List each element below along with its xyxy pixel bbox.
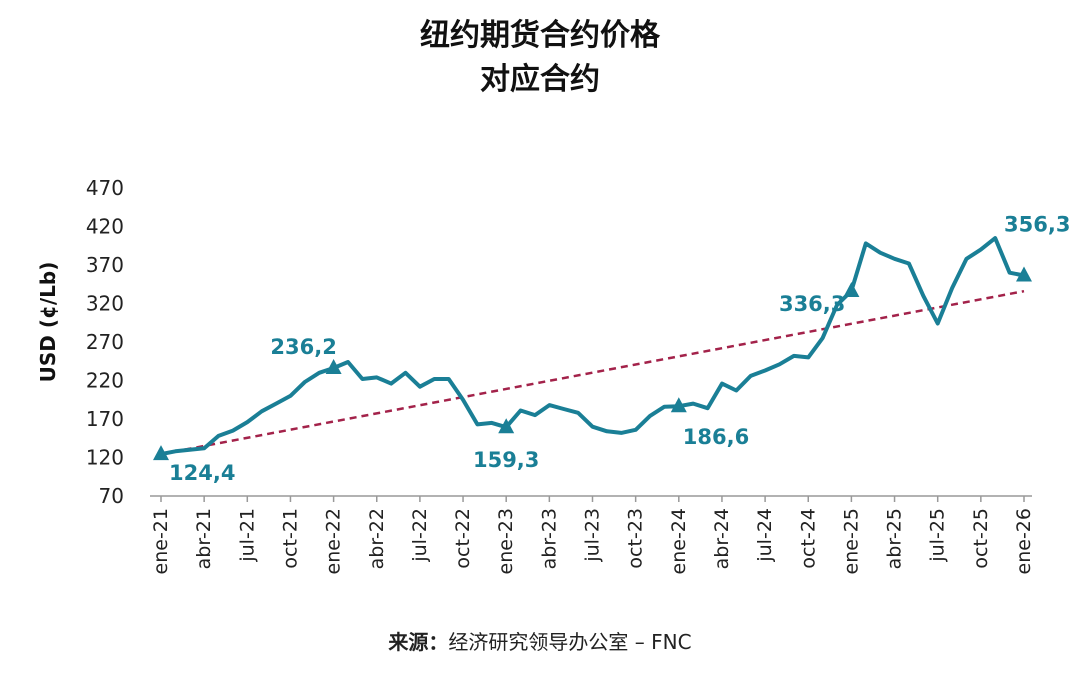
y-tick-label: 220 (86, 369, 124, 393)
triangle-marker (843, 281, 860, 297)
y-axis-ticks: 470 420 370 320 270 220 170 120 70 (86, 176, 124, 508)
price-series-line (159, 236, 1026, 457)
source-text: 经济研究领导办公室 – FNC (448, 630, 692, 654)
triangle-marker (325, 359, 342, 375)
data-label: 356,3 (1004, 213, 1070, 237)
triangle-marker (498, 418, 515, 434)
x-tick-label: abr-24 (711, 508, 733, 569)
source-label: 来源： (388, 630, 449, 654)
x-tick-label: jul-25 (927, 508, 949, 563)
data-label: 124,4 (169, 461, 235, 485)
chart-title-line2: 对应合约 (480, 62, 600, 97)
y-tick-label: 370 (86, 253, 124, 277)
x-tick-label: ene-26 (1013, 508, 1035, 574)
x-tick-label: jul-21 (236, 508, 258, 563)
data-label: 336,3 (779, 292, 845, 316)
x-tick-label: oct-23 (625, 508, 647, 569)
triangle-marker (153, 445, 169, 461)
chart-title: 纽约期货合约价格 对应合约 (0, 14, 1080, 102)
x-tick-label: oct-22 (452, 508, 474, 569)
data-label: 236,2 (270, 335, 336, 359)
y-tick-label: 120 (86, 446, 124, 470)
x-tick-label: oct-21 (279, 508, 301, 569)
y-tick-label: 320 (86, 292, 124, 316)
data-label: 186,6 (683, 425, 749, 449)
x-tick-label: abr-22 (366, 508, 388, 569)
y-tick-label: 270 (86, 330, 124, 354)
y-tick-label: 70 (99, 484, 124, 508)
y-tick-label: 170 (86, 407, 124, 431)
x-tick-label: abr-21 (193, 508, 215, 569)
x-tick-label: ene-23 (495, 508, 517, 574)
data-label: 159,3 (473, 448, 539, 472)
x-tick-label: oct-25 (970, 508, 992, 569)
x-tick-label: abr-23 (538, 508, 560, 569)
x-axis-ticks: ene-21 abr-21 jul-21 oct-21 ene-22 abr-22 jul-… (150, 496, 1035, 574)
x-tick-label: ene-22 (323, 508, 345, 574)
x-tick-label: abr-25 (884, 508, 906, 569)
x-tick-label: jul-22 (409, 508, 431, 563)
data-markers: 124,4 236,2 159,3 186,6 336,3 356,3 (153, 213, 1070, 485)
x-tick-label: ene-25 (840, 508, 862, 574)
x-tick-label: ene-24 (668, 508, 690, 574)
x-tick-label: oct-24 (797, 508, 819, 569)
triangle-marker (670, 397, 687, 413)
source-note: 来源：经济研究领导办公室 – FNC (0, 626, 1080, 655)
chart-title-line1: 纽约期货合约价格 (420, 18, 660, 53)
triangle-marker (1016, 266, 1032, 282)
x-tick-label: jul-24 (754, 508, 776, 563)
x-tick-label: ene-21 (150, 508, 172, 574)
trend-line (160, 289, 1025, 456)
y-tick-label: 470 (86, 176, 124, 200)
x-tick-label: jul-23 (582, 508, 604, 563)
y-tick-label: 420 (86, 215, 124, 239)
